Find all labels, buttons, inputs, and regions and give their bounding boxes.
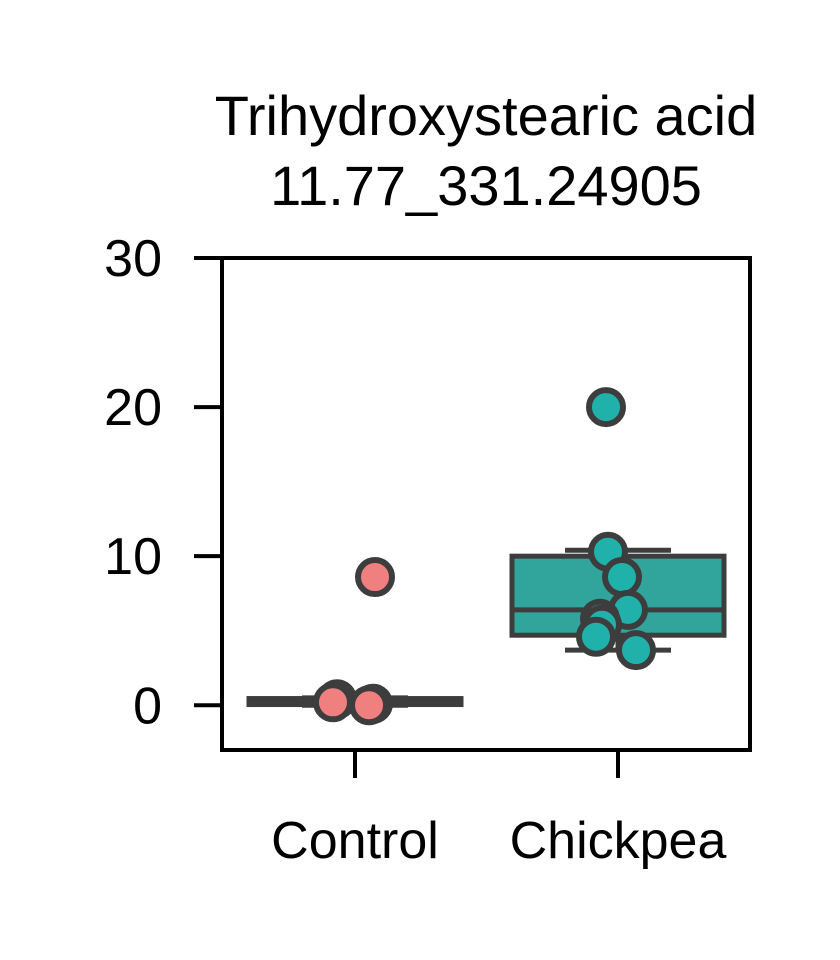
data-point [355, 557, 395, 598]
data-point [576, 616, 616, 657]
plot-area [246, 387, 727, 726]
data-point [313, 682, 353, 723]
chart-title-line-2: 11.77_331.24905 [270, 154, 702, 217]
y-tick-label: 10 [104, 528, 162, 586]
axes: 0 10 20 30 Control Chickpea [104, 230, 726, 870]
x-tick-label: Control [271, 812, 439, 870]
y-tick-label: 0 [133, 677, 162, 735]
data-point [349, 685, 389, 726]
x-tick-label: Chickpea [510, 812, 727, 870]
data-point [602, 557, 642, 598]
data-point [586, 387, 626, 428]
data-point [616, 630, 656, 671]
y-tick-label: 20 [104, 379, 162, 437]
plot-frame [220, 256, 752, 752]
y-tick-label: 30 [104, 230, 162, 288]
chart-title-line-1: Trihydroxystearic acid [215, 84, 758, 147]
